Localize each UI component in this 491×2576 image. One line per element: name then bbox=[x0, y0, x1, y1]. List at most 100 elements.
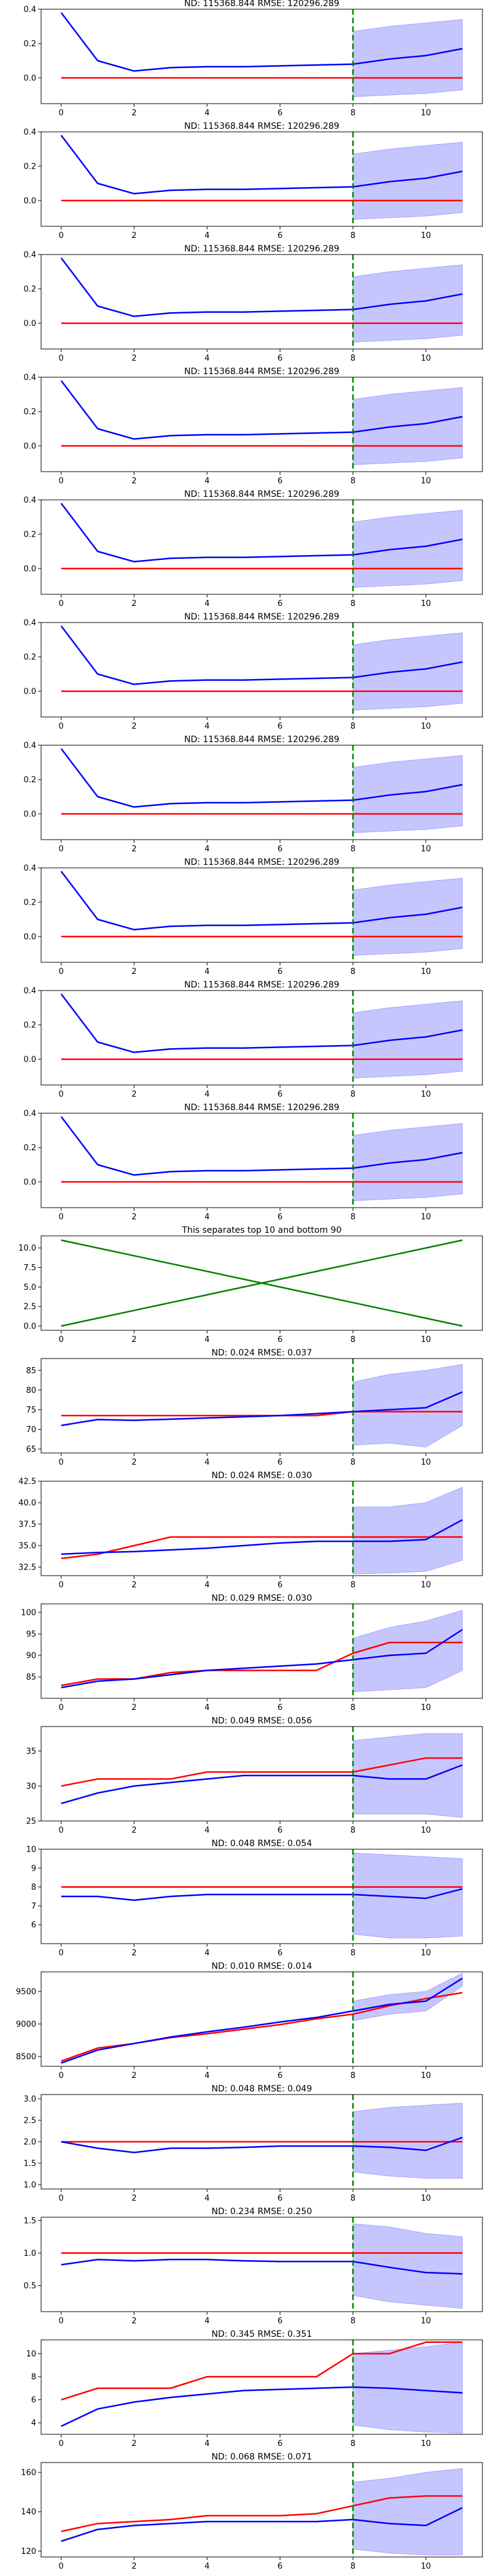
subplot: ND: 115368.844 RMSE: 120296.289 0 2 4 6 8 10 0.… bbox=[23, 980, 483, 1099]
x-tick-label: 6 bbox=[277, 1703, 282, 1712]
y-tick-label: 0.0 bbox=[23, 1056, 36, 1065]
prediction-line bbox=[60, 12, 463, 72]
axes-frame bbox=[41, 9, 483, 104]
x-tick-label: 10 bbox=[421, 2194, 431, 2203]
x-tick-label: 0 bbox=[59, 967, 64, 976]
x-tick-label: 10 bbox=[421, 231, 431, 240]
x-tick-label: 10 bbox=[421, 845, 431, 854]
y-tick-label: 0.4 bbox=[23, 128, 36, 137]
y-tick-label: 0.0 bbox=[23, 442, 36, 451]
subplot: ND: 115368.844 RMSE: 120296.289 0 2 4 6 8 10 0.… bbox=[23, 857, 483, 976]
y-tick-label: 1.0 bbox=[23, 2249, 36, 2258]
y-tick-label: 1.5 bbox=[23, 2217, 36, 2226]
y-tick-label: 0.0 bbox=[23, 74, 36, 83]
y-tick-label: 3.0 bbox=[23, 2095, 36, 2104]
y-tick-label: 0.4 bbox=[23, 987, 36, 996]
x-tick-label: 4 bbox=[204, 1581, 209, 1590]
x-tick-label: 4 bbox=[204, 1703, 209, 1712]
subplot: ND: 0.048 RMSE: 0.054 0 2 4 6 8 10 6 7 8 9 10 bbox=[26, 1839, 483, 1958]
x-tick-label: 0 bbox=[59, 2194, 64, 2203]
y-tick-label: 42.5 bbox=[18, 1478, 36, 1487]
y-tick-label: 6 bbox=[31, 2396, 36, 2405]
axes-frame bbox=[41, 2339, 483, 2435]
prediction-interval-band bbox=[352, 1487, 463, 1574]
y-tick-label: 0.0 bbox=[23, 320, 36, 329]
y-tick-label: 0.4 bbox=[23, 496, 36, 505]
prediction-line bbox=[61, 2136, 463, 2153]
x-tick-label: 6 bbox=[277, 1826, 282, 1835]
y-tick-label: 0.2 bbox=[23, 285, 36, 294]
x-tick-label: 8 bbox=[350, 722, 355, 731]
x-tick-label: 6 bbox=[277, 2439, 282, 2448]
x-tick-label: 10 bbox=[421, 599, 431, 608]
subplot-title: ND: 115368.844 RMSE: 120296.289 bbox=[184, 1103, 339, 1113]
y-tick-label: 5.0 bbox=[23, 1283, 36, 1292]
y-tick-label: 0.0 bbox=[23, 1322, 36, 1332]
x-tick-label: 8 bbox=[350, 2562, 355, 2571]
x-tick-label: 0 bbox=[59, 599, 64, 608]
prediction-line bbox=[60, 257, 463, 318]
x-tick-label: 2 bbox=[131, 599, 136, 608]
prediction-interval-band bbox=[352, 878, 463, 956]
prediction-line bbox=[60, 625, 463, 686]
x-tick-label: 10 bbox=[421, 354, 431, 363]
x-tick-label: 2 bbox=[131, 967, 136, 976]
axes-frame bbox=[41, 2217, 483, 2312]
subplot-title: ND: 115368.844 RMSE: 120296.289 bbox=[184, 735, 339, 745]
prediction-interval-band bbox=[352, 1852, 463, 1939]
y-tick-label: 8 bbox=[31, 2373, 36, 2382]
subplot: ND: 0.024 RMSE: 0.037 0 2 4 6 8 10 65 70 75 80 85 bbox=[26, 1348, 483, 1467]
y-tick-label: 2.5 bbox=[23, 1303, 36, 1312]
subplot-title: ND: 0.048 RMSE: 0.049 bbox=[212, 2084, 312, 2094]
y-tick-label: 0.2 bbox=[23, 1144, 36, 1153]
x-tick-label: 2 bbox=[131, 477, 136, 486]
x-tick-label: 8 bbox=[350, 2439, 355, 2448]
prediction-interval-band bbox=[352, 2223, 463, 2309]
y-tick-label: 10 bbox=[26, 2350, 36, 2359]
prediction-line bbox=[60, 870, 463, 931]
x-tick-label: 10 bbox=[421, 1335, 431, 1344]
y-tick-label: 9000 bbox=[16, 2020, 36, 2029]
prediction-interval-band bbox=[352, 1123, 463, 1202]
axes-frame bbox=[41, 1358, 483, 1454]
prediction-interval-band bbox=[352, 1000, 463, 1079]
y-tick-label: 95 bbox=[26, 1630, 36, 1639]
subplot-title: ND: 0.345 RMSE: 0.351 bbox=[212, 2329, 312, 2339]
y-tick-label: 0.2 bbox=[23, 899, 36, 908]
x-tick-label: 2 bbox=[131, 722, 136, 731]
x-tick-label: 0 bbox=[59, 2317, 64, 2326]
axes-frame bbox=[41, 1235, 483, 1331]
y-tick-label: 0.4 bbox=[23, 1110, 36, 1119]
x-tick-label: 10 bbox=[421, 1949, 431, 1958]
x-tick-label: 4 bbox=[204, 109, 209, 118]
y-tick-label: 0.2 bbox=[23, 408, 36, 417]
x-tick-label: 0 bbox=[59, 1826, 64, 1835]
prediction-line bbox=[60, 748, 463, 808]
x-tick-label: 4 bbox=[204, 354, 209, 363]
y-tick-label: 40.0 bbox=[18, 1499, 36, 1508]
prediction-line bbox=[61, 1628, 463, 1689]
ground-truth-line bbox=[61, 1757, 463, 1787]
x-tick-label: 0 bbox=[59, 477, 64, 486]
y-tick-label: 0.0 bbox=[23, 197, 36, 206]
prediction-line bbox=[61, 1764, 463, 1804]
prediction-line bbox=[60, 134, 463, 195]
x-tick-label: 6 bbox=[277, 477, 282, 486]
x-tick-label: 4 bbox=[204, 967, 209, 976]
subplot-title: ND: 115368.844 RMSE: 120296.289 bbox=[184, 489, 339, 499]
axes-frame bbox=[41, 867, 483, 963]
x-tick-label: 0 bbox=[59, 1949, 64, 1958]
subplot: ND: 115368.844 RMSE: 120296.289 0 2 4 6 8 10 0.… bbox=[23, 735, 483, 854]
x-tick-label: 0 bbox=[59, 2439, 64, 2448]
y-tick-label: 37.5 bbox=[18, 1520, 36, 1530]
subplot: ND: 0.345 RMSE: 0.351 0 2 4 6 8 10 4 6 8 10 bbox=[26, 2329, 483, 2448]
subplot-title: ND: 115368.844 RMSE: 120296.289 bbox=[184, 0, 339, 9]
subplot: ND: 0.049 RMSE: 0.056 0 2 4 6 8 10 25 30 35 bbox=[26, 1716, 483, 1835]
subplot: ND: 0.068 RMSE: 0.071 0 2 4 6 8 10 120 140 160 bbox=[21, 2452, 483, 2571]
axes-frame bbox=[41, 131, 483, 227]
x-tick-label: 4 bbox=[204, 1335, 209, 1344]
x-tick-label: 10 bbox=[421, 2439, 431, 2448]
x-tick-label: 6 bbox=[277, 2071, 282, 2080]
x-tick-label: 10 bbox=[421, 477, 431, 486]
